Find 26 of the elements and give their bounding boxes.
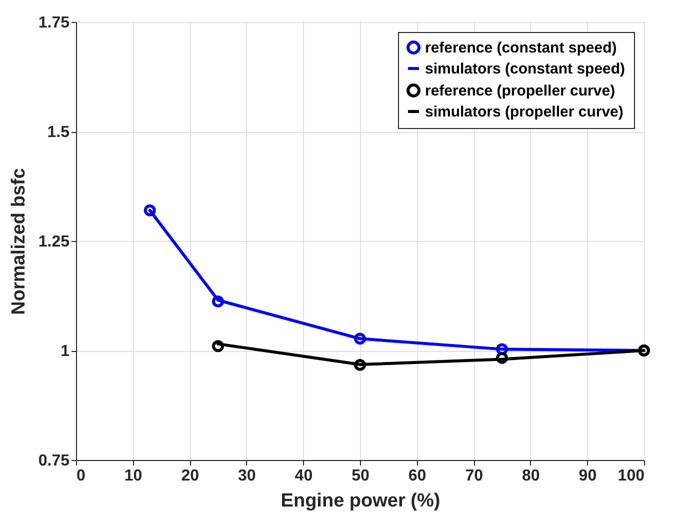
x-tick-label: 20 <box>181 468 200 484</box>
x-tick-label: 40 <box>294 468 313 484</box>
legend-label: simulators (propeller curve) <box>425 104 624 120</box>
y-tick-label: 1.75 <box>38 14 70 32</box>
point <box>212 295 224 308</box>
x-tick-label: 50 <box>352 468 370 484</box>
legend-label: reference (constant speed) <box>425 40 617 56</box>
x-tick-label: 70 <box>465 468 484 484</box>
y-tick-label: 1.25 <box>38 234 70 250</box>
x-tick-label: 60 <box>408 468 426 484</box>
y-axis-title: Normalized bsfc <box>8 168 30 315</box>
point <box>354 358 366 371</box>
y-tick-label: 1.5 <box>47 124 70 141</box>
point <box>354 332 366 345</box>
x-tick-label: 30 <box>238 468 256 484</box>
x-tick-label: 10 <box>124 468 142 484</box>
x-tick-label: 100 <box>618 468 645 484</box>
y-tick-label: 0.75 <box>38 452 70 470</box>
x-tick-label: 80 <box>522 468 540 484</box>
x-tick-label: 90 <box>578 468 597 484</box>
point <box>496 352 508 364</box>
x-tick-label: 0 <box>76 468 86 484</box>
legend-label: simulators (constant speed) <box>425 60 626 78</box>
x-axis-title: Engine power (%) <box>280 490 440 512</box>
y-tick-label: 1 <box>60 343 70 360</box>
legend-label: reference (propeller curve) <box>425 82 616 100</box>
